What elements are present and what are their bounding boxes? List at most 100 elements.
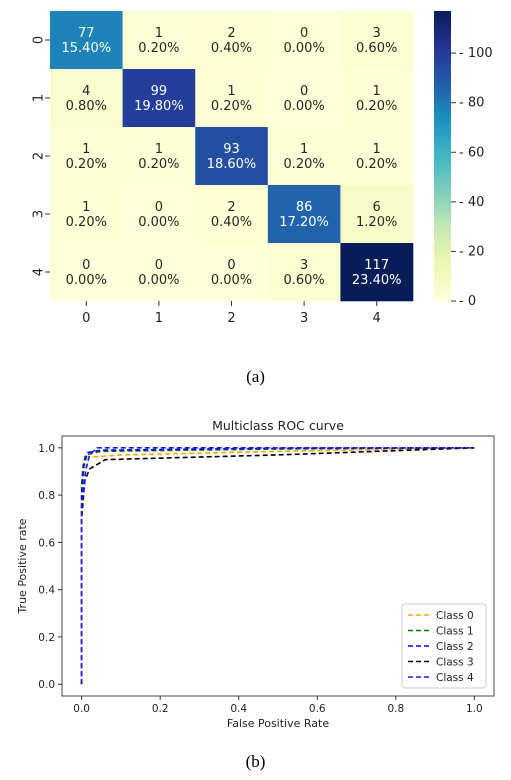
colorbar-tick-label: - 80: [459, 96, 484, 111]
y-tick-label: 0.8: [38, 490, 55, 502]
legend-label: Class 4: [436, 672, 474, 684]
x-tick-label: 1.0: [466, 703, 483, 715]
x-tick-label: 0: [82, 311, 90, 326]
y-tick-label: 2: [32, 152, 47, 160]
y-tick-label: 1.0: [38, 443, 55, 455]
x-tick-label: 1: [155, 311, 163, 326]
heatmap-cell: [50, 243, 123, 302]
y-tick-label: 0.2: [38, 632, 55, 644]
heatmap-cell: [50, 185, 123, 244]
caption-b: (b): [245, 752, 266, 771]
y-tick-label: 0: [32, 36, 47, 44]
cell-count-label: 2: [227, 200, 235, 215]
colorbar-tick-label: - 0: [459, 294, 476, 309]
cell-percent-label: 0.20%: [66, 157, 107, 172]
x-tick-label: 0.8: [387, 703, 404, 715]
y-tick-label: 0.6: [38, 537, 55, 549]
heatmap-cell: [195, 69, 269, 128]
roc-curve-chart: Multiclass ROC curve 0.0 0.2 0.4 0.6 0.8 1.0 0.…: [16, 418, 495, 730]
cell-percent-label: 0.20%: [138, 157, 179, 172]
heatmap-cell: [267, 11, 341, 70]
roc-line-class-4: [80, 447, 475, 685]
y-tick-label: 0.0: [38, 679, 55, 691]
heatmap-cell: [340, 127, 414, 186]
cell-count-label: 0: [227, 258, 235, 273]
roc-line-class-3: [80, 447, 475, 685]
cell-count-label: 1: [373, 84, 381, 99]
cell-percent-label: 0.00%: [138, 215, 179, 230]
y-tick-label: 0.4: [38, 585, 55, 597]
x-tick-label: 4: [373, 311, 381, 326]
cell-percent-label: 0.00%: [283, 99, 324, 114]
cell-percent-label: 0.40%: [211, 215, 252, 230]
cell-count-label: 1: [300, 142, 308, 157]
cell-count-label: 1: [227, 84, 235, 99]
heatmap-cell: [50, 127, 123, 186]
caption-a: (a): [246, 367, 265, 386]
heatmap-cell: [122, 127, 196, 186]
heatmap-cell: [267, 69, 341, 128]
cell-percent-label: 15.40%: [62, 41, 112, 56]
cell-count-label: 1: [373, 142, 381, 157]
legend-label: Class 3: [436, 657, 474, 669]
cell-percent-label: 17.20%: [279, 215, 329, 230]
colorbar-tick-label: - 20: [459, 244, 484, 259]
cell-percent-label: 0.00%: [66, 273, 107, 288]
heatmap-cell: [50, 11, 123, 70]
heatmap-cell: [122, 243, 196, 302]
cell-count-label: 1: [82, 142, 90, 157]
confusion-matrix-heatmap: 7715.40%10.20%20.40%00.00%30.60%40.80%99…: [32, 11, 493, 326]
heatmap-cell: [122, 11, 196, 70]
roc-line-class-1: [80, 447, 475, 685]
cell-count-label: 6: [373, 200, 381, 215]
heatmap-cell: [195, 185, 269, 244]
heatmap-cell: [340, 69, 414, 128]
cell-count-label: 1: [82, 200, 90, 215]
heatmap-cell: [340, 185, 414, 244]
heatmap-cell: [267, 185, 341, 244]
colorbar-tick-label: - 60: [459, 145, 484, 160]
x-tick-label: 3: [300, 311, 308, 326]
cell-percent-label: 1.20%: [356, 215, 397, 230]
heatmap-cell: [50, 69, 123, 128]
heatmap-cell: [267, 127, 341, 186]
cell-count-label: 0: [155, 200, 163, 215]
heatmap-cell: [340, 243, 414, 302]
heatmap-cell: [122, 69, 196, 128]
cell-count-label: 4: [82, 84, 90, 99]
cell-count-label: 1: [155, 26, 163, 41]
cell-count-label: 117: [364, 258, 389, 273]
x-tick-label: 0.0: [73, 703, 90, 715]
cell-percent-label: 0.20%: [138, 41, 179, 56]
cell-percent-label: 0.60%: [283, 273, 324, 288]
cell-percent-label: 0.00%: [138, 273, 179, 288]
legend-label: Class 2: [436, 641, 474, 653]
roc-line-class-2: [80, 447, 475, 685]
cell-count-label: 93: [223, 142, 240, 157]
cell-count-label: 0: [155, 258, 163, 273]
colorbar: [434, 11, 451, 301]
legend-label: Class 0: [436, 610, 474, 622]
cell-count-label: 0: [82, 258, 90, 273]
cell-count-label: 77: [78, 26, 95, 41]
x-tick-label: 0.4: [230, 703, 247, 715]
heatmap-cell: [195, 127, 269, 186]
colorbar-tick-label: - 100: [459, 46, 493, 61]
cell-percent-label: 0.20%: [283, 157, 324, 172]
y-tick-label: 3: [32, 210, 47, 218]
y-tick-label: 1: [32, 94, 47, 102]
cell-percent-label: 0.80%: [66, 99, 107, 114]
x-tick-label: 0.6: [309, 703, 326, 715]
cell-percent-label: 0.20%: [211, 99, 252, 114]
cell-percent-label: 0.20%: [66, 215, 107, 230]
cell-percent-label: 0.00%: [211, 273, 252, 288]
cell-count-label: 0: [300, 26, 308, 41]
cell-percent-label: 0.60%: [356, 41, 397, 56]
x-tick-label: 0.2: [152, 703, 169, 715]
x-axis-label: False Positive Rate: [227, 717, 329, 730]
cell-count-label: 3: [300, 258, 308, 273]
heatmap-cell: [195, 243, 269, 302]
cell-count-label: 2: [227, 26, 235, 41]
cell-count-label: 0: [300, 84, 308, 99]
chart-title: Multiclass ROC curve: [212, 418, 344, 433]
